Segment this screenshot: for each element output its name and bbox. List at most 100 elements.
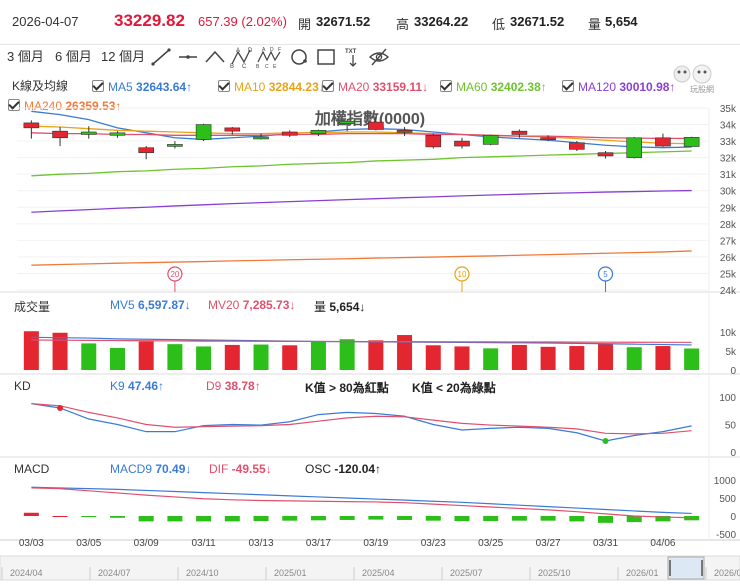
- ma-line-ma240: [31, 250, 692, 266]
- ma-toggle-ma20[interactable]: MA20 33159.11↓: [322, 79, 428, 95]
- kline-section-title: K線及均線: [12, 79, 69, 93]
- checkbox-icon[interactable]: [322, 80, 334, 92]
- candle-body: [109, 132, 126, 136]
- circle-tool-icon[interactable]: [288, 46, 310, 68]
- timeline-label: 2024/04: [10, 568, 43, 578]
- date-tick-label: 03/09: [134, 538, 159, 549]
- checkbox-icon[interactable]: [8, 99, 20, 111]
- price-tick-label: 24k: [720, 286, 737, 297]
- ma-toggle-ma10[interactable]: MA10 32844.23↓: [218, 79, 325, 95]
- ma-value: 32643.64: [136, 80, 187, 94]
- legend-value: 70.49: [155, 462, 186, 476]
- osc-bar: [684, 516, 700, 521]
- volume-bar: [310, 341, 326, 370]
- timeline-label: 2026/04: [714, 568, 740, 578]
- timeline-label: 2024/07: [98, 568, 131, 578]
- checkbox-icon[interactable]: [562, 80, 574, 92]
- period-6m-button[interactable]: 6 個月: [55, 49, 92, 64]
- checkbox-icon[interactable]: [218, 80, 230, 92]
- macd-tick-label: 500: [719, 494, 736, 505]
- osc-bar: [569, 516, 585, 522]
- legend-value: 6,597.87: [138, 298, 185, 312]
- text-tool-icon[interactable]: TXT: [342, 46, 364, 68]
- hline-tool-icon[interactable]: [177, 46, 199, 68]
- pattern-letter: C: [242, 64, 247, 68]
- volume-legend-item-3: 量 5,654↓: [314, 298, 365, 315]
- osc-bar: [511, 516, 527, 521]
- period-12m-button[interactable]: 12 個月: [101, 49, 146, 64]
- ma-label: MA20: [338, 80, 373, 94]
- candle-body: [253, 136, 269, 140]
- chart-title: 加權指數(0000): [314, 109, 425, 128]
- volume-tick-label: 5k: [725, 347, 737, 358]
- macd-tick-label: 1000: [714, 476, 737, 487]
- open-label: 開: [298, 17, 312, 32]
- date-tick-label: 03/17: [306, 538, 331, 549]
- volume-legend-item-1: MV5 6,597.87↓: [110, 298, 191, 312]
- period-3m-button[interactable]: 3 個月: [7, 49, 44, 64]
- osc-bar: [598, 516, 614, 523]
- candle-body: [597, 152, 614, 157]
- abcd-pattern-tool-icon[interactable]: A B C D: [230, 46, 252, 68]
- volume-bar: [253, 344, 269, 370]
- abcdef-pattern-tool-icon[interactable]: A B C D E F: [256, 46, 282, 68]
- checkbox-icon[interactable]: [440, 80, 452, 92]
- kd-legend-item-1: K9 47.46↑: [110, 379, 164, 393]
- ma-toggle-ma60[interactable]: MA60 32402.38↑: [440, 79, 547, 95]
- price-tick-label: 28k: [720, 220, 737, 231]
- candle-body: [339, 120, 355, 125]
- ma-toggle-ma240[interactable]: MA240 26359.53↑: [8, 98, 121, 114]
- candle-body: [569, 142, 585, 150]
- legend-value: 47.46: [128, 379, 159, 393]
- ma-value: 32844.23: [268, 80, 319, 94]
- quote-change: 657.39 (2.02%): [198, 14, 287, 29]
- volume-tick-label: 0: [730, 366, 736, 377]
- checkbox-icon[interactable]: [92, 80, 104, 92]
- low-label: 低: [492, 17, 506, 32]
- date-tick-label: 04/06: [650, 538, 675, 549]
- volume-bar: [511, 344, 527, 370]
- volume-bar: [626, 347, 642, 370]
- date-tick-label: 03/25: [478, 538, 503, 549]
- price-tick-label: 26k: [720, 253, 737, 264]
- kd-note-overbought: K值 > 80為紅點: [305, 381, 389, 395]
- rectangle-tool-icon[interactable]: [315, 46, 337, 68]
- macd-tick-label: -500: [716, 530, 736, 541]
- volume-bar: [397, 335, 413, 370]
- kd-section-title: KD: [14, 379, 31, 393]
- candle-body: [655, 137, 671, 147]
- quote-price: 33229.82: [114, 11, 185, 30]
- candle-body: [396, 130, 413, 133]
- quote-date: 2026-04-07: [12, 14, 79, 29]
- price-tick-label: 34k: [720, 121, 737, 132]
- osc-bar: [397, 516, 413, 520]
- ma-toggle-ma120[interactable]: MA120 30010.98↑: [562, 79, 675, 95]
- date-tick-label: 03/05: [76, 538, 101, 549]
- timeline-label: 2025/04: [362, 568, 395, 578]
- volume-bar: [282, 345, 298, 370]
- price-tick-label: 33k: [720, 137, 737, 148]
- kd-tick-label: 50: [725, 421, 737, 432]
- volume-bar: [339, 339, 355, 370]
- hide-eye-icon[interactable]: [368, 46, 390, 68]
- open-value: 32671.52: [316, 14, 371, 29]
- candle-body: [482, 135, 499, 145]
- pattern-letter: C: [265, 64, 269, 68]
- osc-bar: [196, 516, 212, 522]
- ma-line-ma10: [31, 125, 692, 145]
- ma-arrow: ↑: [669, 80, 676, 94]
- high-value: 33264.22: [414, 14, 469, 29]
- text-tool-label: TXT: [345, 49, 357, 55]
- volume-bar: [196, 346, 212, 370]
- brand-logo-text: 玩股網: [690, 85, 714, 94]
- volume-bar: [540, 346, 556, 370]
- pattern-letter: E: [273, 64, 277, 68]
- timeline-selection-window: [667, 556, 705, 580]
- candle-body: [368, 121, 384, 130]
- ma-label: MA240: [24, 99, 66, 113]
- line-tool-icon[interactable]: [150, 46, 172, 68]
- ma-toggle-ma5[interactable]: MA5 32643.64↑: [92, 79, 192, 95]
- macd-legend-item-3: OSC -120.04↑: [305, 462, 381, 476]
- polyline-tool-icon[interactable]: [204, 46, 226, 68]
- candle-body: [540, 137, 556, 141]
